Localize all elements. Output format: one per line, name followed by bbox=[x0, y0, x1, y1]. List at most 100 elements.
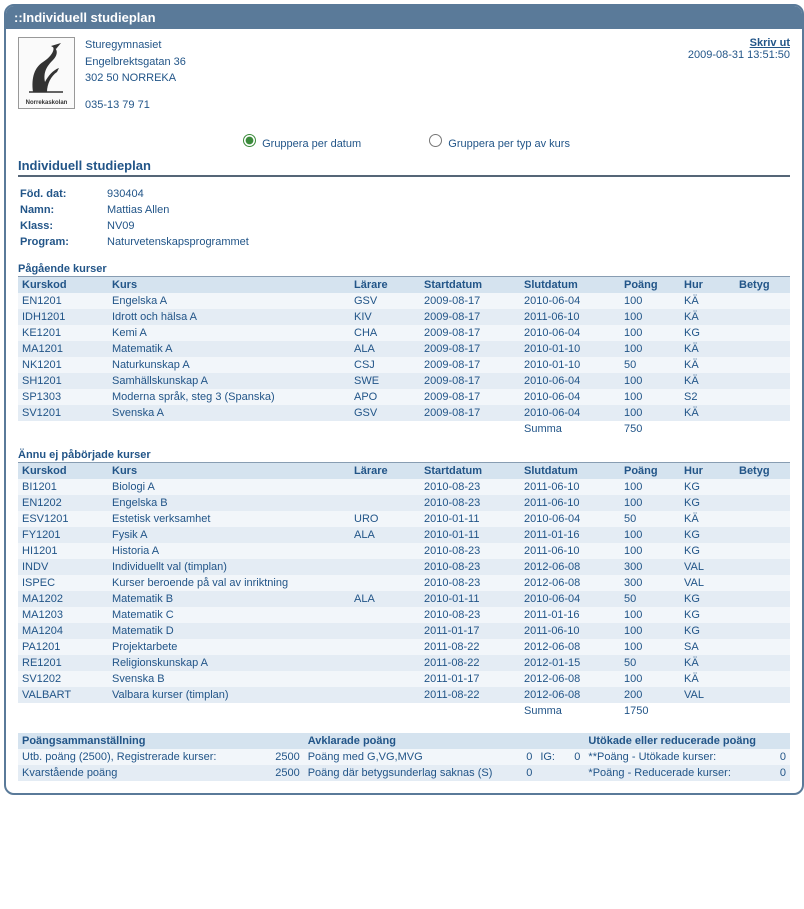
cell-kurs: Idrott och hälsa A bbox=[108, 309, 350, 325]
cell-kurskod: SV1202 bbox=[18, 671, 108, 687]
radio-by-date[interactable] bbox=[243, 134, 256, 147]
cell-hur: KÄ bbox=[680, 511, 735, 527]
cell-kurskod: IDH1201 bbox=[18, 309, 108, 325]
cell-kurskod: VALBART bbox=[18, 687, 108, 703]
cell-kurs: Kurser beroende på val av inriktning bbox=[108, 575, 350, 591]
cell-start: 2009-08-17 bbox=[420, 341, 520, 357]
cell-larare: SWE bbox=[350, 373, 420, 389]
cell-slut: 2012-06-08 bbox=[520, 575, 620, 591]
cell-start: 2010-08-23 bbox=[420, 543, 520, 559]
cell-betyg bbox=[735, 671, 790, 687]
cell-poang: 100 bbox=[620, 639, 680, 655]
cell-kurskod: NK1201 bbox=[18, 357, 108, 373]
cell-larare: ALA bbox=[350, 591, 420, 607]
cell-poang: 100 bbox=[620, 293, 680, 309]
cell-kurs: Moderna språk, steg 3 (Spanska) bbox=[108, 389, 350, 405]
cell-poang: 50 bbox=[620, 511, 680, 527]
sum-r2c4-val: 0 bbox=[765, 765, 790, 781]
cell-kurs: Individuellt val (timplan) bbox=[108, 559, 350, 575]
cell-kurs: Historia A bbox=[108, 543, 350, 559]
summary-h3: Utökade eller reducerade poäng bbox=[584, 733, 790, 749]
radio-by-date-label[interactable]: Gruppera per datum bbox=[238, 138, 364, 150]
cell-hur: KG bbox=[680, 325, 735, 341]
school-logo: Norrekaskolan bbox=[18, 37, 75, 109]
cell-kurs: Kemi A bbox=[108, 325, 350, 341]
sum-row: Summa750 bbox=[18, 421, 790, 437]
cell-hur: KG bbox=[680, 479, 735, 495]
table-row: BI1201Biologi A2010-08-232011-06-10100KG bbox=[18, 479, 790, 495]
window-title: ::Individuell studieplan bbox=[6, 6, 802, 29]
cell-hur: KG bbox=[680, 623, 735, 639]
program-label: Program: bbox=[20, 235, 105, 249]
cell-larare: CHA bbox=[350, 325, 420, 341]
cell-start: 2009-08-17 bbox=[420, 357, 520, 373]
cell-slut: 2010-01-10 bbox=[520, 357, 620, 373]
col-betyg: Betyg bbox=[735, 277, 790, 293]
cell-betyg bbox=[735, 511, 790, 527]
ongoing-block: Pågående kurser Kurskod Kurs Lärare Star… bbox=[18, 263, 790, 437]
klass-label: Klass: bbox=[20, 219, 105, 233]
cell-betyg bbox=[735, 639, 790, 655]
cell-slut: 2012-06-08 bbox=[520, 687, 620, 703]
cell-larare bbox=[350, 687, 420, 703]
ongoing-title: Pågående kurser bbox=[18, 263, 790, 277]
upcoming-table: Kurskod Kurs Lärare Startdatum Slutdatum… bbox=[18, 463, 790, 719]
radio-by-type[interactable] bbox=[429, 134, 442, 147]
summary-table: Poängsammanställning Avklarade poäng Utö… bbox=[18, 733, 790, 781]
print-link[interactable]: Skriv ut bbox=[750, 37, 790, 49]
sum-r2c2-val: 0 bbox=[516, 765, 536, 781]
cell-kurs: Engelska B bbox=[108, 495, 350, 511]
table-row: KE1201Kemi ACHA2009-08-172010-06-04100KG bbox=[18, 325, 790, 341]
cell-hur: KG bbox=[680, 591, 735, 607]
table-row: NK1201Naturkunskap ACSJ2009-08-172010-01… bbox=[18, 357, 790, 373]
sum-r1c2-label: Poäng med G,VG,MVG bbox=[304, 749, 517, 765]
radio-by-type-label[interactable]: Gruppera per typ av kurs bbox=[424, 138, 570, 150]
cell-poang: 100 bbox=[620, 309, 680, 325]
cell-kurs: Projektarbete bbox=[108, 639, 350, 655]
cell-kurs: Engelska A bbox=[108, 293, 350, 309]
cell-kurskod: EN1201 bbox=[18, 293, 108, 309]
school-postal: 302 50 NORREKA bbox=[85, 70, 186, 87]
sum-row: Summa1750 bbox=[18, 703, 790, 719]
student-facts: Föd. dat:930404 Namn:Mattias Allen Klass… bbox=[18, 185, 261, 251]
cell-poang: 50 bbox=[620, 655, 680, 671]
cell-start: 2011-08-22 bbox=[420, 687, 520, 703]
cell-slut: 2011-06-10 bbox=[520, 309, 620, 325]
cell-hur: KÄ bbox=[680, 309, 735, 325]
cell-poang: 100 bbox=[620, 607, 680, 623]
col-kurskod: Kurskod bbox=[18, 277, 108, 293]
cell-larare: CSJ bbox=[350, 357, 420, 373]
cell-start: 2009-08-17 bbox=[420, 309, 520, 325]
cell-betyg bbox=[735, 687, 790, 703]
col-betyg: Betyg bbox=[735, 463, 790, 479]
cell-poang: 100 bbox=[620, 325, 680, 341]
col-slut: Slutdatum bbox=[520, 463, 620, 479]
heading-divider bbox=[18, 175, 790, 177]
cell-hur: KÄ bbox=[680, 405, 735, 421]
cell-slut: 2011-06-10 bbox=[520, 495, 620, 511]
summary-h1: Poängsammanställning bbox=[18, 733, 304, 749]
upcoming-title: Ännu ej påbörjade kurser bbox=[18, 449, 790, 463]
cell-larare bbox=[350, 559, 420, 575]
col-kurs: Kurs bbox=[108, 463, 350, 479]
cell-betyg bbox=[735, 495, 790, 511]
cell-slut: 2010-06-04 bbox=[520, 591, 620, 607]
cell-betyg bbox=[735, 607, 790, 623]
cell-slut: 2011-01-16 bbox=[520, 607, 620, 623]
cell-hur: KÄ bbox=[680, 655, 735, 671]
cell-kurskod: SV1201 bbox=[18, 405, 108, 421]
table-row: ISPECKurser beroende på val av inriktnin… bbox=[18, 575, 790, 591]
cell-kurs: Fysik A bbox=[108, 527, 350, 543]
cell-start: 2011-08-22 bbox=[420, 639, 520, 655]
table-row: SV1201Svenska AGSV2009-08-172010-06-0410… bbox=[18, 405, 790, 421]
cell-kurs: Matematik B bbox=[108, 591, 350, 607]
sum-r2c1-val: 2500 bbox=[264, 765, 304, 781]
school-info: Sturegymnasiet Engelbrektsgatan 36 302 5… bbox=[85, 37, 186, 113]
sum-value: 750 bbox=[620, 421, 680, 437]
summary-h2: Avklarade poäng bbox=[304, 733, 585, 749]
cell-hur: KÄ bbox=[680, 341, 735, 357]
cell-kurskod: PA1201 bbox=[18, 639, 108, 655]
cell-poang: 100 bbox=[620, 527, 680, 543]
table-header-row: Kurskod Kurs Lärare Startdatum Slutdatum… bbox=[18, 277, 790, 293]
cell-slut: 2010-06-04 bbox=[520, 293, 620, 309]
